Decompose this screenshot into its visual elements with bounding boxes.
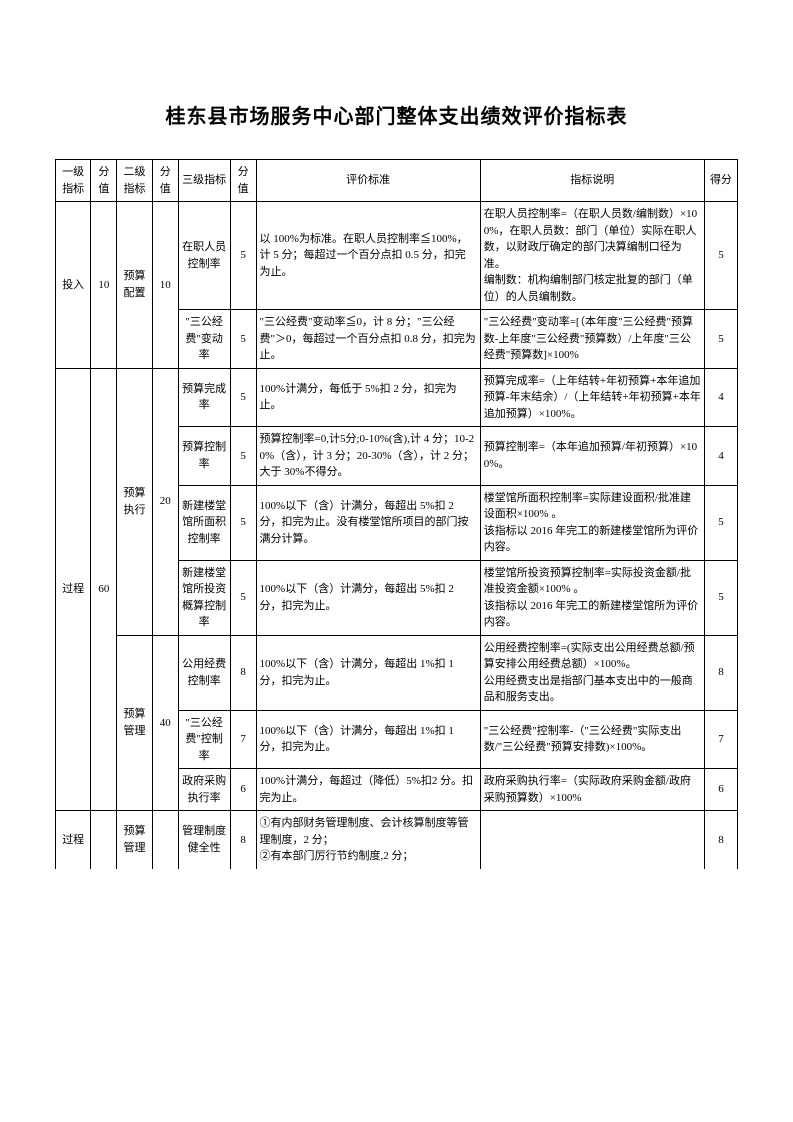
cell-standard: "三公经费"变动率≦0，计 8 分；"三公经费"＞0，每超过一个百分点扣 0.8… (256, 310, 480, 369)
cell-got: 5 (704, 485, 737, 560)
cell-standard: 预算控制率=0,计5分;0-10%(含),计 4 分；10-20%（含），计 3… (256, 427, 480, 486)
cell-standard: 100%以下（含）计满分，每超出 1%扣 1 分，扣完为止。 (256, 635, 480, 710)
indicator-table: 一级指标 分值 二级指标 分值 三级指标 分值 评价标准 指标说明 得分 投入 … (55, 159, 738, 869)
cell-description: 预算完成率=（上年结转+年初预算+本年追加预算-年末结余）/（上年结转+年初预算… (480, 368, 704, 427)
cell-standard: 100%以下（含）计满分，每超出 5%扣 2 分，扣完为止。没有楼堂馆所项目的部… (256, 485, 480, 560)
cell-description: "三公经费"变动率=[（本年度"三公经费"预算数-上年度"三公经费"预算数）/上… (480, 310, 704, 369)
cell-got: 8 (704, 811, 737, 869)
cell-description: "三公经费"控制率-（"三公经费"实际支出数/"三公经费"预算安排数)×100%… (480, 710, 704, 769)
cell-standard: 以 100%为标准。在职人员控制率≦100%，计 5 分；每超过一个百分点扣 0… (256, 202, 480, 310)
cell-lvl2-score: 20 (152, 368, 178, 635)
cell-description: 楼堂馆所面积控制率=实际建设面积/批准建设面积×100% 。该指标以 2016 … (480, 485, 704, 560)
cell-description: 预算控制率=（本年追加预算/年初预算）×100%。 (480, 427, 704, 486)
cell-lvl1-score (91, 811, 117, 869)
col-lvl2-score: 分值 (152, 160, 178, 202)
col-lvl1-score: 分值 (91, 160, 117, 202)
cell-lvl1-score: 10 (91, 202, 117, 369)
cell-lvl1: 过程 (56, 368, 91, 811)
col-lvl2: 二级指标 (117, 160, 152, 202)
cell-standard: ①有内部财务管理制度、会计核算制度等管理制度，2 分；②有本部门厉行节约制度,2… (256, 811, 480, 869)
cell-lvl3: 预算控制率 (178, 427, 230, 486)
cell-lvl1: 过程 (56, 811, 91, 869)
cell-standard: 100%以下（含）计满分，每超出 1%扣 1 分，扣完为止。 (256, 710, 480, 769)
cell-lvl3: 新建楼堂馆所投资概算控制率 (178, 560, 230, 635)
table-row: 预算管理 40 公用经费控制率 8 100%以下（含）计满分，每超出 1%扣 1… (56, 635, 738, 710)
cell-lvl3-score: 6 (230, 769, 256, 811)
cell-lvl2: 预算管理 (117, 811, 152, 869)
col-got: 得分 (704, 160, 737, 202)
page-title: 桂东县市场服务中心部门整体支出绩效评价指标表 (55, 100, 738, 129)
cell-standard: 100%以下（含）计满分，每超出 5%扣 2 分，扣完为止。 (256, 560, 480, 635)
cell-lvl3-score: 5 (230, 368, 256, 427)
cell-lvl1-score: 60 (91, 368, 117, 811)
cell-lvl3: 预算完成率 (178, 368, 230, 427)
col-standard: 评价标准 (256, 160, 480, 202)
cell-lvl3-score: 5 (230, 485, 256, 560)
cell-lvl3-score: 5 (230, 560, 256, 635)
table-header-row: 一级指标 分值 二级指标 分值 三级指标 分值 评价标准 指标说明 得分 (56, 160, 738, 202)
cell-lvl2: 预算配置 (117, 202, 152, 369)
cell-lvl3: 新建楼堂馆所面积控制率 (178, 485, 230, 560)
cell-description (480, 811, 704, 869)
cell-lvl3-score: 7 (230, 710, 256, 769)
cell-lvl1: 投入 (56, 202, 91, 369)
col-lvl3-score: 分值 (230, 160, 256, 202)
cell-lvl2: 预算执行 (117, 368, 152, 635)
cell-got: 8 (704, 635, 737, 710)
cell-lvl2: 预算管理 (117, 635, 152, 811)
cell-got: 6 (704, 769, 737, 811)
cell-lvl2-score: 40 (152, 635, 178, 811)
cell-got: 5 (704, 310, 737, 369)
cell-lvl3: "三公经费"变动率 (178, 310, 230, 369)
cell-lvl3-score: 5 (230, 202, 256, 310)
cell-lvl3: 公用经费控制率 (178, 635, 230, 710)
cell-lvl3-score: 8 (230, 811, 256, 869)
cell-lvl3: 管理制度健全性 (178, 811, 230, 869)
cell-got: 4 (704, 368, 737, 427)
table-row: 过程 60 预算执行 20 预算完成率 5 100%计满分，每低于 5%扣 2 … (56, 368, 738, 427)
cell-got: 5 (704, 560, 737, 635)
cell-lvl2-score (152, 811, 178, 869)
cell-description: 政府采购执行率=（实际政府采购金额/政府采购预算数）×100% (480, 769, 704, 811)
cell-lvl3-score: 8 (230, 635, 256, 710)
cell-lvl3: "三公经费"控制率 (178, 710, 230, 769)
cell-lvl3: 政府采购执行率 (178, 769, 230, 811)
cell-lvl3-score: 5 (230, 310, 256, 369)
table-row: 过程 预算管理 管理制度健全性 8 ①有内部财务管理制度、会计核算制度等管理制度… (56, 811, 738, 869)
cell-standard: 100%计满分，每超过（降低）5%扣2 分。扣完为止。 (256, 769, 480, 811)
col-lvl1: 一级指标 (56, 160, 91, 202)
cell-description: 公用经费控制率=(实际支出公用经费总额/预算安排公用经费总额）×100%。公用经… (480, 635, 704, 710)
cell-description: 在职人员控制率=（在职人员数/编制数）×100%，在职人员数：部门（单位）实际在… (480, 202, 704, 310)
cell-got: 5 (704, 202, 737, 310)
cell-lvl2-score: 10 (152, 202, 178, 369)
cell-standard: 100%计满分，每低于 5%扣 2 分，扣完为止。 (256, 368, 480, 427)
cell-got: 4 (704, 427, 737, 486)
col-lvl3: 三级指标 (178, 160, 230, 202)
cell-lvl3-score: 5 (230, 427, 256, 486)
cell-got: 7 (704, 710, 737, 769)
cell-lvl3: 在职人员控制率 (178, 202, 230, 310)
col-description: 指标说明 (480, 160, 704, 202)
table-row: 投入 10 预算配置 10 在职人员控制率 5 以 100%为标准。在职人员控制… (56, 202, 738, 310)
cell-description: 楼堂馆所投资预算控制率=实际投资金额/批准投资金额×100% 。该指标以 201… (480, 560, 704, 635)
